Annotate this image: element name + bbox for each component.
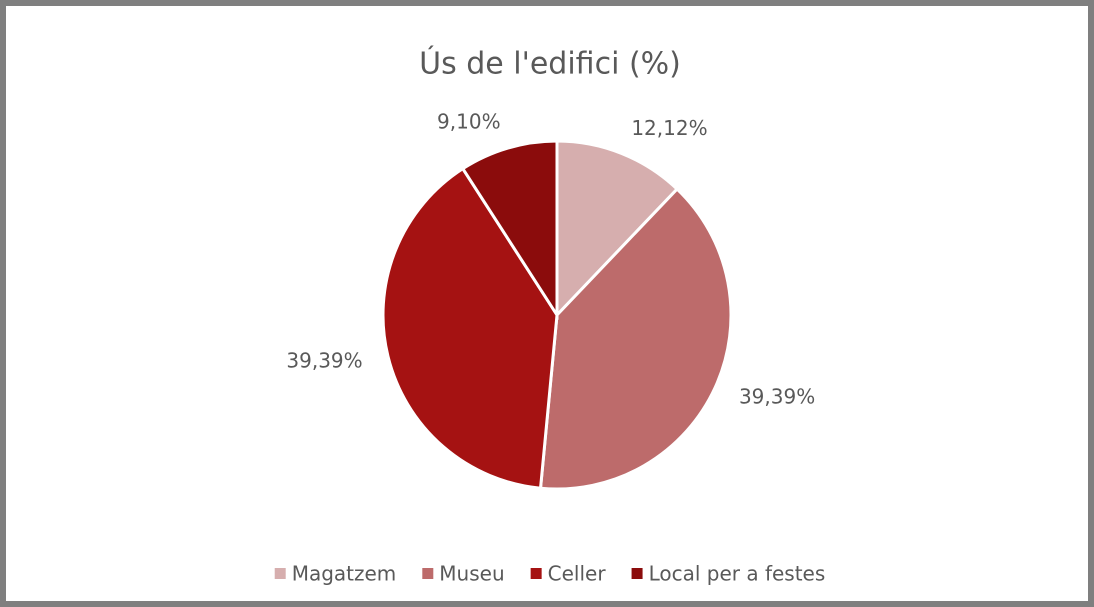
- data-label: 9,10%: [437, 110, 501, 134]
- chart-title: Ús de l'edifici (%): [419, 45, 681, 82]
- pie-slice: [538, 186, 733, 491]
- legend-label: Local per a festes: [649, 562, 826, 586]
- legend-swatch: [274, 568, 286, 579]
- legend-swatch: [631, 568, 643, 579]
- legend-label: Magatzem: [292, 562, 397, 586]
- pie-slice: [555, 139, 680, 319]
- data-label: 12,12%: [631, 116, 707, 140]
- legend-label: Museu: [439, 562, 504, 586]
- data-label: 39,39%: [286, 349, 362, 373]
- legend-swatch: [530, 568, 542, 579]
- legend-swatch: [422, 568, 434, 579]
- legend-label: Celler: [548, 562, 607, 586]
- data-label: 39,39%: [739, 385, 815, 409]
- pie-slice: [460, 139, 559, 321]
